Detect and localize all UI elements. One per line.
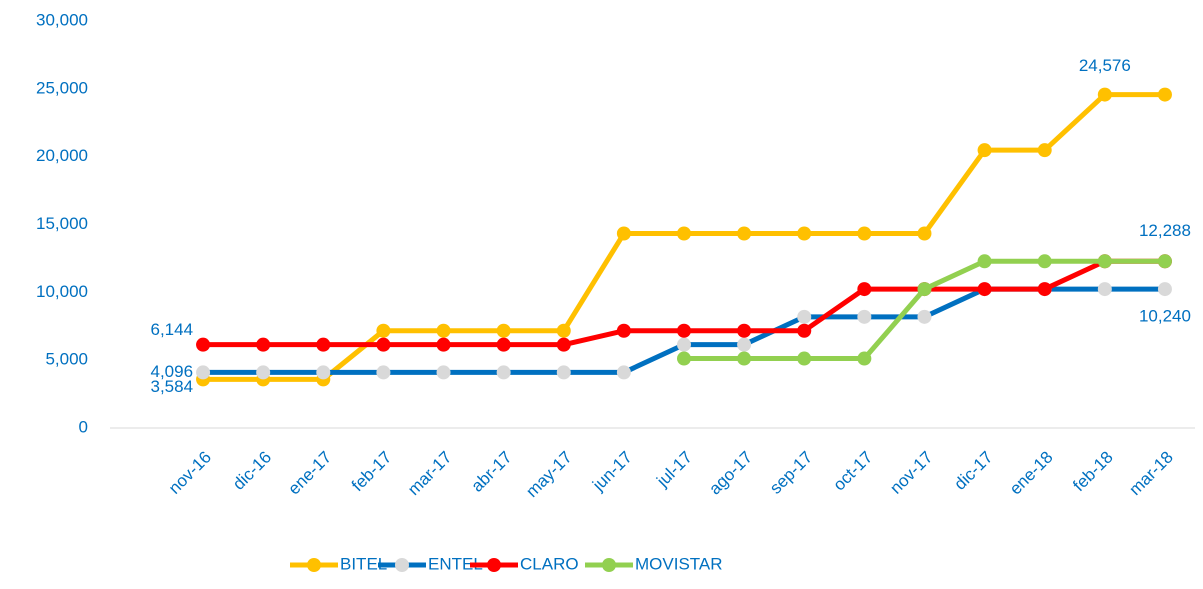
point-marker (316, 365, 331, 380)
legend-marker (487, 558, 501, 572)
x-tick-label: nov-17 (886, 448, 936, 498)
legend-label: CLARO (520, 554, 579, 573)
point-marker (917, 282, 932, 297)
point-marker (1097, 282, 1112, 297)
x-tick-label: mar-18 (1125, 448, 1177, 500)
point-marker (977, 254, 992, 269)
x-tick-label: dic-16 (229, 448, 275, 494)
data-label: 3,584 (151, 377, 194, 396)
legend-marker (307, 558, 321, 572)
point-marker (436, 337, 451, 352)
data-label: 12,288 (1139, 221, 1191, 240)
point-marker (436, 323, 451, 338)
legend-label: ENTEL (428, 554, 483, 573)
y-tick-label: 10,000 (36, 282, 88, 301)
point-marker (677, 337, 691, 352)
point-marker (376, 323, 391, 338)
point-marker (857, 282, 872, 297)
point-marker (1037, 254, 1052, 269)
point-marker (496, 365, 511, 380)
point-marker (196, 365, 211, 380)
x-tick-label: oct-17 (830, 448, 877, 495)
point-marker (917, 226, 932, 241)
data-label: 6,144 (151, 320, 194, 339)
point-marker (797, 323, 812, 338)
point-marker (1157, 282, 1172, 297)
point-marker (1157, 254, 1172, 269)
point-marker (376, 365, 391, 380)
point-marker (737, 323, 752, 338)
point-marker (797, 309, 812, 324)
point-marker (737, 351, 752, 366)
point-marker (616, 365, 631, 380)
x-tick-label: feb-17 (348, 448, 396, 496)
point-marker (1037, 282, 1052, 297)
x-tick-label: may-17 (522, 448, 576, 502)
legend-marker (602, 558, 616, 572)
y-tick-label: 15,000 (36, 214, 88, 233)
point-marker (1097, 87, 1112, 102)
x-tick-label: mar-17 (404, 448, 456, 500)
point-marker (677, 323, 691, 338)
legend-marker (395, 558, 409, 572)
point-marker (857, 309, 872, 324)
point-marker (797, 351, 812, 366)
point-marker (1097, 254, 1112, 269)
point-marker (556, 365, 571, 380)
x-tick-label: abr-17 (467, 448, 515, 496)
point-marker (737, 226, 752, 241)
point-marker (857, 351, 872, 366)
x-tick-label: nov-16 (165, 448, 215, 498)
x-tick-label: feb-18 (1069, 448, 1117, 496)
point-marker (857, 226, 872, 241)
x-tick-label: jun-17 (588, 448, 636, 496)
point-marker (977, 282, 992, 297)
point-marker (256, 365, 271, 380)
point-marker (556, 337, 571, 352)
y-tick-label: 20,000 (36, 146, 88, 165)
point-marker (1037, 143, 1052, 158)
y-tick-label: 25,000 (36, 78, 88, 97)
point-marker (616, 226, 631, 241)
point-marker (616, 323, 631, 338)
point-marker (677, 351, 691, 366)
legend-label: BITEL (340, 554, 387, 573)
x-tick-label: ene-18 (1006, 448, 1057, 499)
x-tick-label: dic-17 (950, 448, 996, 494)
x-tick-label: ago-17 (705, 448, 756, 499)
x-tick-label: sep-17 (766, 448, 816, 498)
point-marker (256, 337, 271, 352)
point-marker (556, 323, 571, 338)
data-label: 10,240 (1139, 307, 1191, 326)
point-marker (496, 337, 511, 352)
point-marker (1157, 87, 1172, 102)
y-tick-label: 5,000 (45, 350, 88, 369)
point-marker (977, 143, 992, 158)
point-marker (917, 309, 932, 324)
point-marker (496, 323, 511, 338)
x-tick-label: jul-17 (652, 448, 696, 492)
point-marker (436, 365, 451, 380)
legend-label: MOVISTAR (635, 554, 723, 573)
point-marker (316, 337, 331, 352)
y-tick-label: 30,000 (36, 10, 88, 29)
point-marker (737, 337, 752, 352)
point-marker (196, 337, 211, 352)
y-tick-label: 0 (79, 417, 88, 436)
point-marker (677, 226, 691, 241)
point-marker (376, 337, 391, 352)
data-label: 4,096 (151, 362, 194, 381)
point-marker (797, 226, 812, 241)
data-label: 24,576 (1079, 56, 1131, 75)
x-tick-label: ene-17 (284, 448, 335, 499)
